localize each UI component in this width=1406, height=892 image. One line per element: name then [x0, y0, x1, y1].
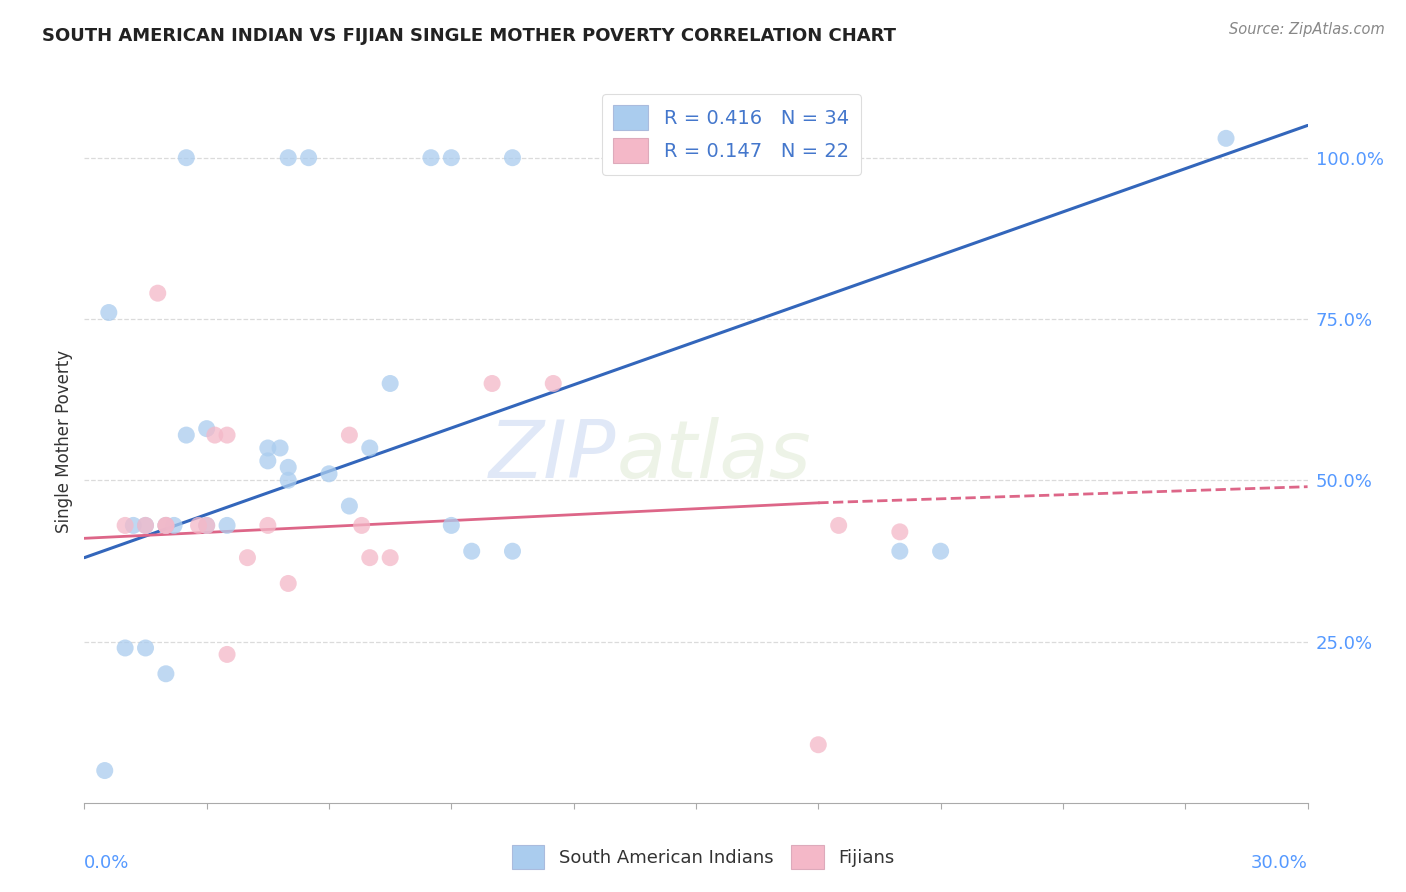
Point — [187, 518, 209, 533]
Point — [236, 550, 259, 565]
Text: 30.0%: 30.0% — [1251, 855, 1308, 872]
Point — [217, 648, 239, 662]
Point — [204, 428, 226, 442]
Text: 0.0%: 0.0% — [84, 855, 129, 872]
Point — [257, 441, 280, 455]
Point — [380, 376, 402, 391]
Point — [155, 518, 177, 533]
Point — [135, 640, 157, 655]
Text: SOUTH AMERICAN INDIAN VS FIJIAN SINGLE MOTHER POVERTY CORRELATION CHART: SOUTH AMERICAN INDIAN VS FIJIAN SINGLE M… — [42, 27, 896, 45]
Point — [339, 428, 361, 442]
Text: atlas: atlas — [616, 417, 811, 495]
Point — [828, 518, 851, 533]
Text: ZIP: ZIP — [489, 417, 616, 495]
Point — [502, 151, 524, 165]
Point — [135, 518, 157, 533]
Point — [174, 428, 197, 442]
Point — [135, 518, 157, 533]
Point — [277, 576, 299, 591]
Point — [440, 518, 463, 533]
Point — [359, 441, 381, 455]
Point — [502, 544, 524, 558]
Point — [277, 151, 299, 165]
Point — [155, 666, 177, 681]
Point — [420, 151, 443, 165]
Point — [359, 550, 381, 565]
Point — [114, 640, 136, 655]
Point — [269, 441, 291, 455]
Point — [155, 518, 177, 533]
Point — [440, 151, 463, 165]
Point — [195, 518, 218, 533]
Point — [146, 286, 169, 301]
Point — [298, 151, 321, 165]
Point — [217, 428, 239, 442]
Point — [350, 518, 373, 533]
Point — [889, 544, 911, 558]
Point — [277, 460, 299, 475]
Point — [807, 738, 830, 752]
Point — [277, 473, 299, 487]
Y-axis label: Single Mother Poverty: Single Mother Poverty — [55, 350, 73, 533]
Point — [257, 454, 280, 468]
Point — [155, 518, 177, 533]
Point — [481, 376, 503, 391]
Point — [114, 518, 136, 533]
Point — [461, 544, 484, 558]
Point — [889, 524, 911, 539]
Legend: South American Indians, Fijians: South American Indians, Fijians — [505, 838, 901, 876]
Point — [93, 764, 115, 778]
Point — [217, 518, 239, 533]
Text: Source: ZipAtlas.com: Source: ZipAtlas.com — [1229, 22, 1385, 37]
Point — [97, 305, 120, 319]
Point — [163, 518, 186, 533]
Point — [195, 518, 218, 533]
Point — [380, 550, 402, 565]
Point — [174, 151, 197, 165]
Point — [339, 499, 361, 513]
Point — [122, 518, 145, 533]
Legend: R = 0.416   N = 34, R = 0.147   N = 22: R = 0.416 N = 34, R = 0.147 N = 22 — [602, 94, 860, 175]
Point — [257, 518, 280, 533]
Point — [929, 544, 952, 558]
Point — [195, 422, 218, 436]
Point — [1215, 131, 1237, 145]
Point — [543, 376, 565, 391]
Point — [318, 467, 340, 481]
